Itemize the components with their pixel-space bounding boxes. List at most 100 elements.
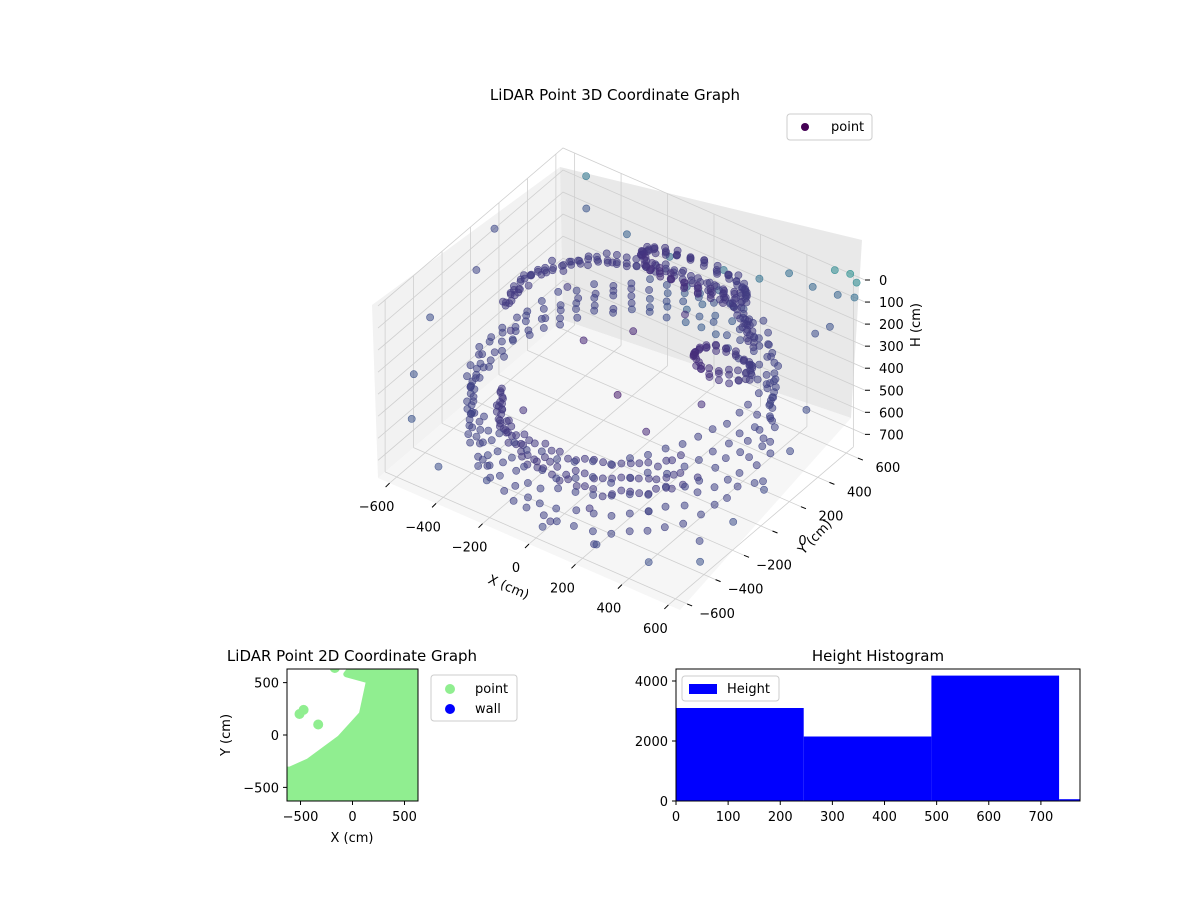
point-3d — [760, 485, 768, 494]
point-3d — [547, 446, 556, 455]
point-3d — [582, 204, 591, 213]
grid-z — [377, 279, 866, 439]
point-3d — [652, 475, 661, 484]
point-3d — [463, 372, 471, 381]
point-3d — [680, 462, 689, 471]
point-3d — [705, 364, 713, 373]
histogram-bars — [676, 675, 1080, 801]
point-3d — [589, 457, 597, 466]
legend-hist-box — [681, 675, 780, 702]
point-3d — [554, 287, 563, 296]
y-tick-3d — [857, 457, 864, 461]
point-3d — [588, 473, 597, 481]
point-3d — [582, 172, 590, 180]
legend-hist-label: Height — [727, 682, 770, 697]
x-tick-label-hist: 400 — [872, 810, 897, 825]
point-3d — [770, 358, 779, 367]
x-tick-label-3d: 400 — [597, 602, 622, 617]
point-3d — [711, 463, 720, 472]
point-3d — [617, 473, 626, 482]
point-3d — [571, 466, 580, 475]
axes3d: −600−400−2000200400600−600−400−200020040… — [359, 274, 904, 637]
point-3d — [426, 313, 434, 322]
x-tick-3d — [385, 482, 390, 488]
point-3d — [673, 246, 682, 255]
point-3d — [712, 347, 720, 355]
point-3d — [655, 263, 664, 272]
point-3d — [589, 491, 598, 499]
point-3d — [634, 474, 643, 483]
x-tick-3d — [664, 604, 669, 610]
point-3d — [556, 306, 565, 315]
point-3d — [663, 289, 672, 297]
x-tick-label-3d: 0 — [512, 561, 520, 576]
histogram-title: Height Histogram — [812, 647, 944, 665]
point-3d — [724, 270, 733, 279]
x-tick-label-hist: 700 — [1028, 810, 1053, 825]
legend-3d-label: point — [831, 120, 864, 135]
x-axis-label-3d: X (cm) — [486, 572, 531, 603]
point-3d — [509, 496, 518, 505]
point-3d — [723, 331, 731, 340]
point-3d — [710, 483, 719, 492]
point-3d — [766, 449, 775, 458]
point-3d — [468, 408, 476, 417]
scatter2d-plot-area — [287, 669, 418, 801]
point-3d — [720, 293, 728, 302]
point-3d — [626, 454, 634, 463]
point-3d — [480, 412, 488, 421]
point-3d — [745, 453, 753, 461]
point-3d — [712, 266, 721, 274]
point-2d — [298, 704, 309, 715]
point-3d — [622, 262, 631, 271]
point-3d — [711, 330, 720, 339]
point-3d — [762, 380, 771, 388]
histogram-bar — [803, 736, 932, 801]
point-3d — [585, 504, 594, 513]
point-3d — [483, 451, 492, 460]
point-3d — [826, 322, 834, 331]
point-3d — [697, 323, 706, 332]
point-3d — [625, 527, 634, 536]
grid-z — [377, 191, 866, 351]
scatter3d-panel: LiDAR Point 3D Coordinate Graph −600 −400… — [359, 86, 924, 637]
point-3d — [644, 458, 653, 467]
point-3d — [487, 436, 496, 445]
point-3d — [723, 419, 731, 428]
point-3d — [661, 502, 670, 511]
legend-hist: Height — [681, 675, 780, 702]
point-3d — [486, 356, 495, 365]
point-3d — [506, 290, 515, 299]
point-3d — [846, 269, 855, 278]
point-3d — [680, 278, 688, 287]
point-3d — [466, 438, 474, 447]
point-3d — [735, 408, 744, 417]
point-3d — [465, 421, 474, 430]
point-3d — [678, 268, 686, 277]
point-3d — [693, 289, 702, 298]
point-3d — [734, 376, 743, 385]
point-3d — [737, 297, 746, 306]
x-tick-3d — [431, 503, 437, 508]
point-3d — [811, 329, 820, 338]
point-3d — [497, 410, 506, 419]
point-3d — [466, 361, 475, 370]
point-3d — [511, 481, 520, 490]
point-3d — [495, 471, 504, 480]
point-3d — [607, 478, 615, 487]
point-3d — [676, 469, 685, 477]
point-3d — [602, 249, 611, 258]
point-3d — [613, 390, 622, 399]
point-3d — [629, 327, 638, 336]
point-3d — [407, 414, 416, 423]
y-tick-label-3d: 200 — [819, 510, 844, 525]
point-3d — [708, 447, 717, 456]
point-3d — [539, 304, 548, 313]
scatter2d-title: LiDAR Point 2D Coordinate Graph — [227, 647, 477, 665]
x-tick-3d — [571, 563, 576, 569]
point-2d — [405, 788, 416, 799]
x-tick-label-3d: −600 — [359, 500, 395, 515]
point-3d — [755, 274, 764, 283]
z-tick-label-3d: 200 — [879, 318, 904, 333]
point-3d — [409, 370, 418, 379]
